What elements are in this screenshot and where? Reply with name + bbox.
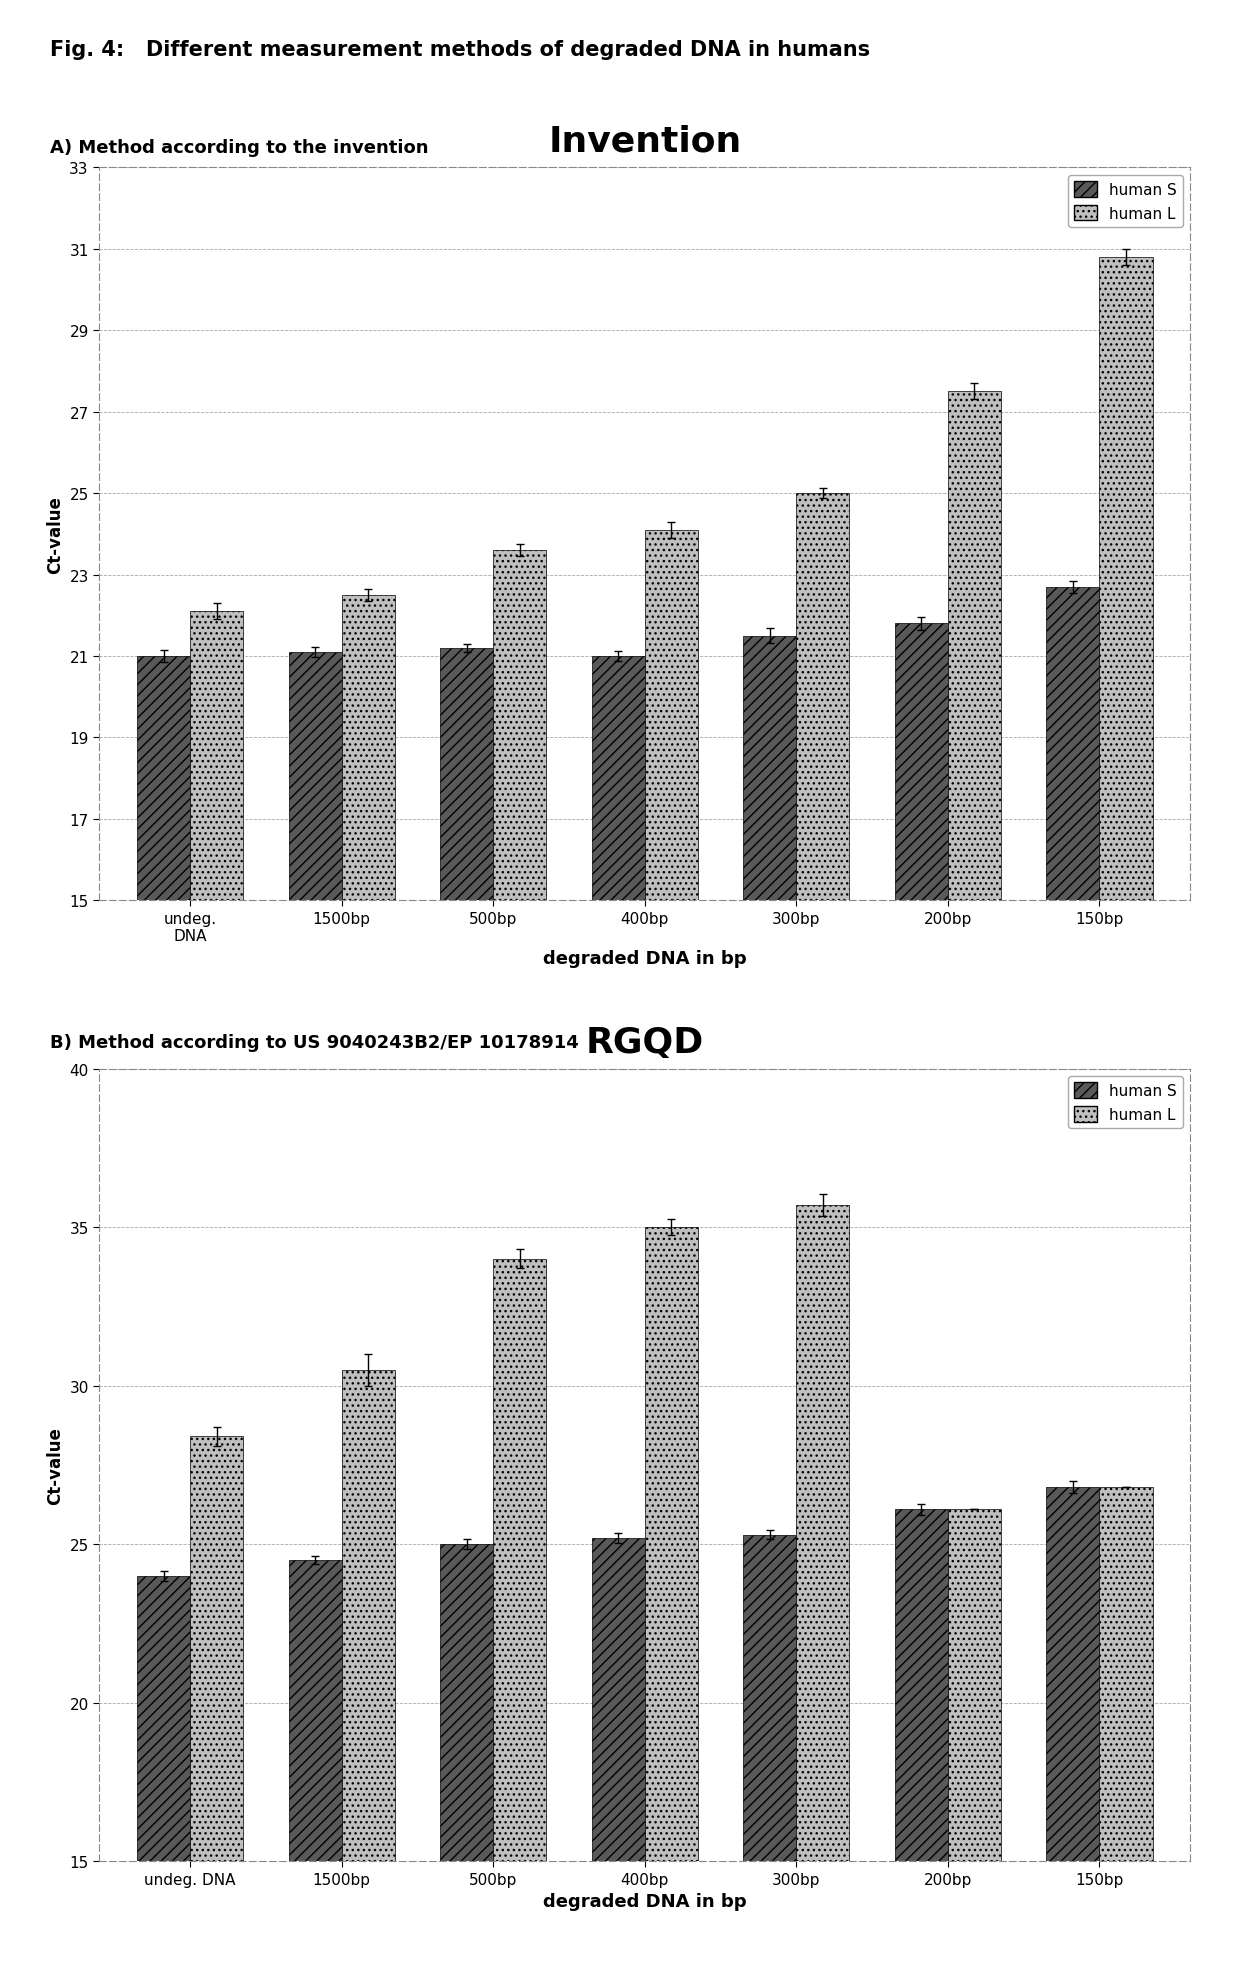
Bar bbox=[895, 624, 947, 1511]
Bar bbox=[440, 649, 494, 1511]
Bar bbox=[289, 1560, 342, 1980]
Text: Fig. 4:   Different measurement methods of degraded DNA in humans: Fig. 4: Different measurement methods of… bbox=[50, 40, 869, 59]
Bar bbox=[947, 392, 1001, 1511]
Bar bbox=[138, 1576, 190, 1980]
Bar bbox=[190, 1437, 243, 1980]
Bar bbox=[591, 1538, 645, 1980]
Bar bbox=[796, 493, 849, 1511]
Bar bbox=[796, 1206, 849, 1980]
Bar bbox=[494, 1259, 547, 1980]
Text: A) Method according to the invention: A) Method according to the invention bbox=[50, 139, 428, 156]
Y-axis label: Ct-value: Ct-value bbox=[46, 1426, 63, 1505]
Bar bbox=[494, 550, 547, 1511]
Bar bbox=[743, 1534, 796, 1980]
Bar bbox=[440, 1544, 494, 1980]
Bar bbox=[645, 531, 698, 1511]
Bar bbox=[947, 1509, 1001, 1980]
Bar bbox=[289, 653, 342, 1511]
X-axis label: degraded DNA in bp: degraded DNA in bp bbox=[543, 948, 746, 968]
Title: Invention: Invention bbox=[548, 125, 742, 158]
X-axis label: degraded DNA in bp: degraded DNA in bp bbox=[543, 1893, 746, 1911]
Legend: human S, human L: human S, human L bbox=[1068, 1077, 1183, 1129]
Bar bbox=[342, 1370, 394, 1980]
Text: B) Method according to US 9040243B2/EP 10178914: B) Method according to US 9040243B2/EP 1… bbox=[50, 1034, 578, 1051]
Bar bbox=[645, 1228, 698, 1980]
Bar bbox=[591, 657, 645, 1511]
Bar bbox=[190, 612, 243, 1511]
Y-axis label: Ct-value: Ct-value bbox=[46, 495, 63, 574]
Bar bbox=[1100, 1487, 1152, 1980]
Bar bbox=[1047, 588, 1100, 1511]
Bar bbox=[342, 596, 394, 1511]
Bar bbox=[895, 1509, 947, 1980]
Title: RGQD: RGQD bbox=[585, 1026, 704, 1059]
Bar bbox=[1100, 257, 1152, 1511]
Bar bbox=[1047, 1487, 1100, 1980]
Bar bbox=[138, 657, 190, 1511]
Legend: human S, human L: human S, human L bbox=[1068, 176, 1183, 228]
Bar bbox=[743, 636, 796, 1511]
